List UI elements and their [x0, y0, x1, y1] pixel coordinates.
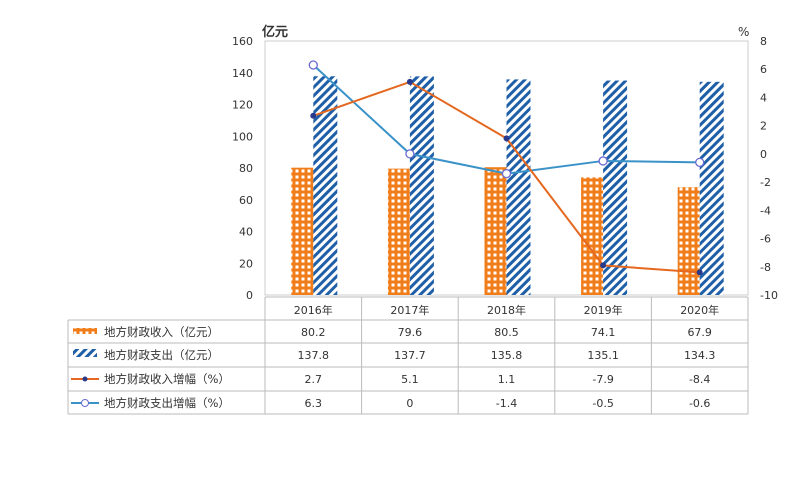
table-cell: 137.8 — [298, 349, 330, 362]
left-tick-label: 120 — [232, 99, 253, 112]
legend-marker — [82, 376, 88, 382]
table-cell: 80.2 — [301, 326, 326, 339]
right-tick-label: 6 — [760, 63, 767, 76]
table-cell: 74.1 — [591, 326, 616, 339]
left-tick-label: 140 — [232, 67, 253, 80]
table-cell: 1.1 — [498, 373, 516, 386]
right-axis-label: % — [738, 25, 749, 39]
bar-expenditure — [699, 81, 724, 295]
category-label: 2018年 — [487, 303, 526, 317]
right-tick-label: -4 — [760, 204, 771, 217]
table-cell: -7.9 — [592, 373, 613, 386]
right-tick-label: 8 — [760, 35, 767, 48]
table-cell: 0 — [406, 397, 413, 410]
table-cell: 80.5 — [494, 326, 519, 339]
left-tick-label: 80 — [239, 162, 253, 175]
left-tick-label: 100 — [232, 130, 253, 143]
bar-expenditure — [506, 79, 531, 295]
point-revenue-growth — [600, 262, 607, 269]
point-expenditure-growth — [501, 168, 512, 179]
legend-label: 地方财政支出（亿元） — [104, 348, 219, 362]
point-expenditure-growth — [405, 149, 415, 159]
point-expenditure-growth — [695, 157, 705, 168]
category-label: 2017年 — [390, 303, 429, 317]
table-cell: 5.1 — [401, 373, 419, 386]
legend-key-expenditure — [73, 349, 97, 357]
table-cell: 6.3 — [305, 397, 323, 410]
legend-label: 地方财政支出增幅（%） — [104, 396, 230, 410]
bar-revenue — [484, 167, 507, 295]
point-revenue-growth — [406, 78, 413, 85]
point-revenue-growth — [696, 269, 703, 276]
left-tick-label: 60 — [239, 194, 253, 207]
left-tick-label: 160 — [232, 35, 253, 48]
point-revenue-growth — [503, 135, 510, 142]
legend-label: 地方财政收入增幅（%） — [104, 372, 230, 386]
bar-revenue — [387, 168, 410, 295]
right-tick-label: -2 — [760, 176, 771, 189]
category-label: 2019年 — [584, 303, 623, 317]
table-cell: 137.7 — [394, 349, 426, 362]
bar-expenditure — [313, 76, 338, 296]
bar-revenue — [581, 177, 604, 295]
legend-key-revenue — [73, 328, 97, 334]
right-tick-label: 2 — [760, 120, 767, 133]
right-tick-label: -6 — [760, 233, 771, 246]
table-cell: -1.4 — [496, 397, 517, 410]
table-cell: 134.3 — [684, 349, 716, 362]
right-tick-label: 0 — [760, 148, 767, 161]
point-revenue-growth — [310, 112, 317, 119]
point-expenditure-growth — [308, 60, 318, 70]
category-label: 2016年 — [294, 303, 333, 317]
bar-expenditure — [409, 76, 434, 296]
table-cell: -0.6 — [689, 397, 710, 410]
table-cell: -8.4 — [689, 373, 710, 386]
table-cell: 2.7 — [305, 373, 323, 386]
table-cell: 135.1 — [587, 349, 619, 362]
table-cell: 135.8 — [491, 349, 523, 362]
right-tick-label: 4 — [760, 91, 767, 104]
bar-revenue — [677, 187, 700, 295]
category-label: 2020年 — [680, 303, 719, 317]
bar-revenue — [291, 167, 314, 295]
table-cell: 67.9 — [687, 326, 712, 339]
left-tick-label: 40 — [239, 226, 253, 239]
left-tick-label: 20 — [239, 257, 253, 270]
left-axis-label: 亿元 — [262, 24, 288, 40]
legend-label: 地方财政收入（亿元） — [104, 325, 219, 339]
bar-expenditure — [603, 80, 628, 295]
right-tick-label: -8 — [760, 261, 771, 274]
legend-marker — [81, 399, 89, 407]
point-expenditure-growth — [598, 156, 608, 166]
table-cell: 79.6 — [398, 326, 423, 339]
left-tick-label: 0 — [246, 289, 253, 302]
right-tick-label: -10 — [760, 289, 778, 302]
table-cell: -0.5 — [592, 397, 613, 410]
